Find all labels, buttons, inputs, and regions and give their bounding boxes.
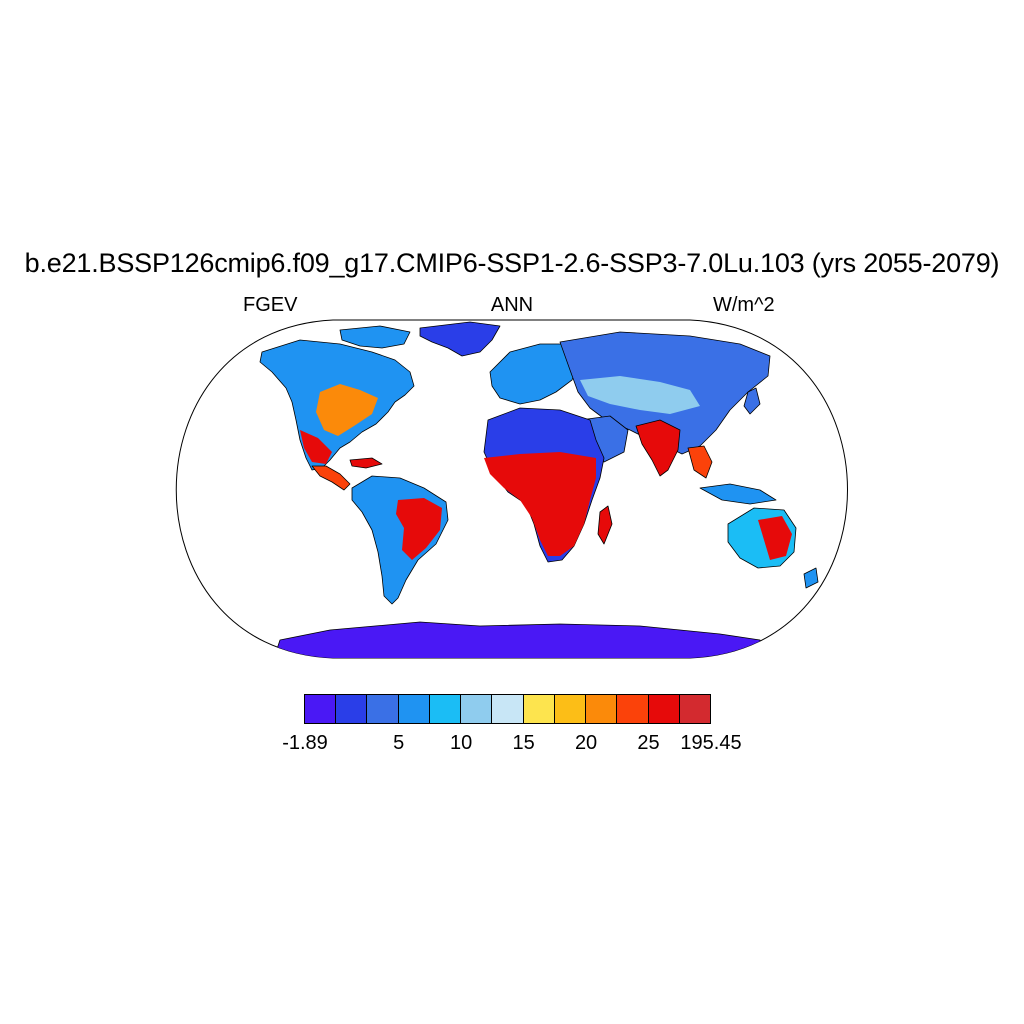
japan [743,387,761,415]
greenland [419,321,501,357]
colorbar-box [616,694,649,724]
antarctica [269,621,761,658]
units-label: W/m^2 [713,294,775,316]
arctic-islands [339,325,411,349]
colorbar-label: 5 [393,732,405,754]
colorbar-label: 15 [512,732,535,754]
colorbar-box [366,694,399,724]
colorbar-box [522,694,555,724]
colorbar-box [460,694,493,724]
indonesia [699,483,777,505]
colorbar-box [304,694,337,724]
colorbar-label: 195.45 [680,732,742,754]
asia-central [580,376,700,414]
africa-sahel [484,452,596,556]
colorbar-box [428,694,462,724]
australia-east [758,516,792,560]
colorbar-box [553,694,587,724]
na-interior [316,384,378,436]
colorbar [304,694,712,724]
colorbar-box [335,694,368,724]
sa-brazil [396,498,442,560]
variable-label: FGEV [243,294,298,316]
india [635,419,681,477]
colorbar-label: 20 [574,732,598,754]
colorbar-box [491,694,524,724]
colorbar-box [585,694,618,724]
map-title: b.e21.BSSP126cmip6.f09_g17.CMIP6-SSP1-2.… [24,248,1000,278]
colorbar-label: 10 [450,732,473,754]
season-label: ANN [490,294,534,316]
colorbar-label: -1.89 [282,732,328,754]
new-zealand [803,567,819,589]
na-south [300,430,332,464]
colorbar-box [397,694,430,724]
colorbar-box [678,694,712,724]
southeast-asia [687,445,713,479]
europe [489,343,581,405]
colorbar-label: 25 [637,732,660,754]
colorbar-box [647,694,680,724]
madagascar [597,505,613,545]
caribbean [349,457,383,469]
central-america [311,465,351,491]
